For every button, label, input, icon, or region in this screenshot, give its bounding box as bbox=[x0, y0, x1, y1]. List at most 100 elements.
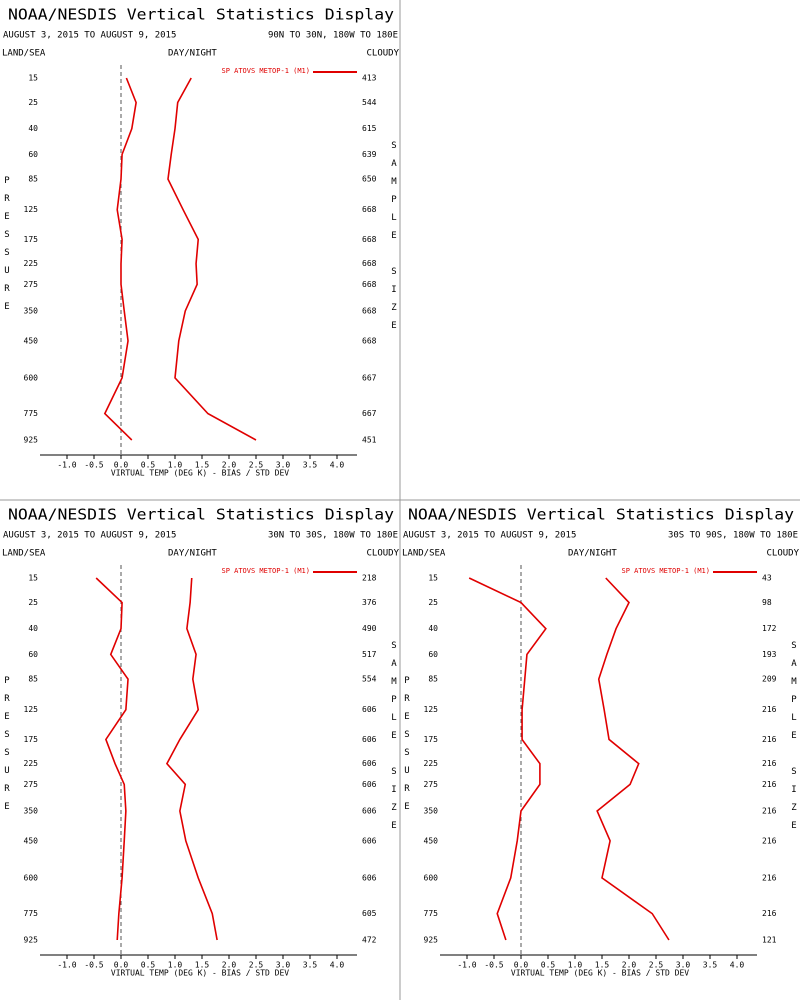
sample-size: 668 bbox=[362, 235, 377, 244]
sample-size-label: SAMPLE SIZE bbox=[389, 141, 399, 339]
sample-size: 172 bbox=[762, 624, 777, 633]
y-tick-label: 600 bbox=[424, 873, 439, 882]
y-tick-label: 125 bbox=[24, 205, 39, 214]
chart-title: NOAA/NESDIS Vertical Statistics Display bbox=[8, 506, 394, 524]
chart-title: NOAA/NESDIS Vertical Statistics Display bbox=[8, 6, 394, 24]
sample-size: 668 bbox=[362, 306, 377, 315]
x-tick-label: 0.5 bbox=[141, 961, 156, 970]
x-tick-label: -0.5 bbox=[84, 461, 103, 470]
x-tick-label: 2.0 bbox=[222, 961, 237, 970]
panel: NOAA/NESDIS Vertical Statistics Display A… bbox=[402, 506, 800, 978]
sample-size: 376 bbox=[362, 598, 377, 607]
y-tick-label: 925 bbox=[24, 436, 39, 445]
y-tick-label: 225 bbox=[24, 259, 39, 268]
x-tick-label: 0.0 bbox=[114, 461, 129, 470]
y-tick-label: 775 bbox=[24, 409, 39, 418]
y-tick-label: 600 bbox=[24, 873, 39, 882]
x-tick-label: -1.0 bbox=[57, 461, 76, 470]
y-tick-label: 275 bbox=[424, 780, 439, 789]
cloudy-label: CLOUDY bbox=[366, 49, 399, 59]
x-tick-label: 2.0 bbox=[622, 961, 637, 970]
y-tick-label: 175 bbox=[24, 235, 39, 244]
sample-size: 606 bbox=[362, 759, 377, 768]
sample-size: 216 bbox=[762, 836, 777, 845]
subtitle: AUGUST 3, 2015 TO AUGUST 9, 2015 bbox=[3, 531, 176, 541]
x-tick-label: 3.0 bbox=[676, 961, 691, 970]
y-tick-label: 15 bbox=[428, 574, 438, 583]
sample-size: 216 bbox=[762, 909, 777, 918]
sample-size: 668 bbox=[362, 280, 377, 289]
y-tick-label: 275 bbox=[24, 780, 39, 789]
x-tick-label: 2.5 bbox=[249, 461, 264, 470]
x-tick-label: 3.5 bbox=[303, 461, 318, 470]
y-tick-label: 450 bbox=[24, 336, 39, 345]
sample-size: 668 bbox=[362, 205, 377, 214]
sample-size-label: SAMPLE SIZE bbox=[389, 641, 399, 839]
y-tick-label: 275 bbox=[24, 280, 39, 289]
x-tick-label: 2.0 bbox=[222, 461, 237, 470]
sample-size-label: SAMPLE SIZE bbox=[789, 641, 799, 839]
sample-size: 606 bbox=[362, 780, 377, 789]
y-tick-label: 225 bbox=[424, 759, 439, 768]
sample-size: 472 bbox=[362, 936, 377, 945]
y-tick-label: 40 bbox=[428, 624, 438, 633]
y-axis-label: PRESSURE bbox=[2, 176, 12, 320]
y-tick-label: 175 bbox=[24, 735, 39, 744]
x-tick-label: 4.0 bbox=[730, 961, 745, 970]
day-night-label: DAY/NIGHT bbox=[568, 549, 617, 559]
y-tick-label: 450 bbox=[24, 836, 39, 845]
sample-size: 639 bbox=[362, 150, 377, 159]
x-tick-label: 3.0 bbox=[276, 461, 291, 470]
cloudy-label: CLOUDY bbox=[766, 549, 799, 559]
x-tick-label: 2.5 bbox=[649, 961, 664, 970]
x-tick-label: 3.5 bbox=[703, 961, 718, 970]
bias-line bbox=[103, 77, 137, 441]
chart-title: NOAA/NESDIS Vertical Statistics Display bbox=[408, 506, 794, 524]
x-tick-label: -0.5 bbox=[84, 961, 103, 970]
std-dev-line bbox=[167, 77, 257, 441]
x-tick-label: 0.0 bbox=[514, 961, 529, 970]
sample-size: 216 bbox=[762, 780, 777, 789]
x-tick-label: 0.0 bbox=[114, 961, 129, 970]
sample-size: 193 bbox=[762, 650, 777, 659]
x-tick-label: 2.5 bbox=[249, 961, 264, 970]
sample-size: 451 bbox=[362, 436, 377, 445]
y-axis-label: PRESSURE bbox=[402, 676, 412, 820]
sample-size: 121 bbox=[762, 936, 777, 945]
x-tick-label: 3.5 bbox=[303, 961, 318, 970]
std-dev-line bbox=[165, 577, 218, 941]
y-tick-label: 25 bbox=[28, 598, 38, 607]
legend-label: SP ATOVS METOP-1 (M1) bbox=[221, 567, 310, 575]
x-tick-label: 1.0 bbox=[168, 461, 183, 470]
x-tick-label: -1.0 bbox=[457, 961, 476, 970]
y-tick-label: 85 bbox=[428, 675, 438, 684]
region: 30S TO 90S, 180W TO 180E bbox=[668, 531, 798, 541]
y-tick-label: 600 bbox=[24, 373, 39, 382]
y-tick-label: 25 bbox=[428, 598, 438, 607]
land-sea-label: LAND/SEA bbox=[2, 549, 46, 559]
x-tick-label: 4.0 bbox=[330, 461, 345, 470]
sample-size: 606 bbox=[362, 735, 377, 744]
x-tick-label: 1.5 bbox=[595, 961, 610, 970]
y-tick-label: 60 bbox=[28, 650, 38, 659]
legend-label: SP ATOVS METOP-1 (M1) bbox=[221, 67, 310, 75]
sample-size: 216 bbox=[762, 806, 777, 815]
y-tick-label: 350 bbox=[24, 806, 39, 815]
y-axis-label: PRESSURE bbox=[2, 676, 12, 820]
land-sea-label: LAND/SEA bbox=[2, 49, 46, 59]
sample-size: 490 bbox=[362, 624, 377, 633]
sample-size: 216 bbox=[762, 759, 777, 768]
region: 30N TO 30S, 180W TO 180E bbox=[268, 531, 398, 541]
legend-label: SP ATOVS METOP-1 (M1) bbox=[621, 567, 710, 575]
x-tick-label: -0.5 bbox=[484, 961, 503, 970]
sample-size: 606 bbox=[362, 873, 377, 882]
x-tick-label: 0.5 bbox=[541, 961, 556, 970]
y-tick-label: 25 bbox=[28, 98, 38, 107]
std-dev-line bbox=[596, 577, 670, 941]
y-tick-label: 125 bbox=[424, 705, 439, 714]
sample-size: 554 bbox=[362, 675, 377, 684]
sample-size: 216 bbox=[762, 735, 777, 744]
y-tick-label: 925 bbox=[24, 936, 39, 945]
bias-line bbox=[468, 577, 547, 941]
